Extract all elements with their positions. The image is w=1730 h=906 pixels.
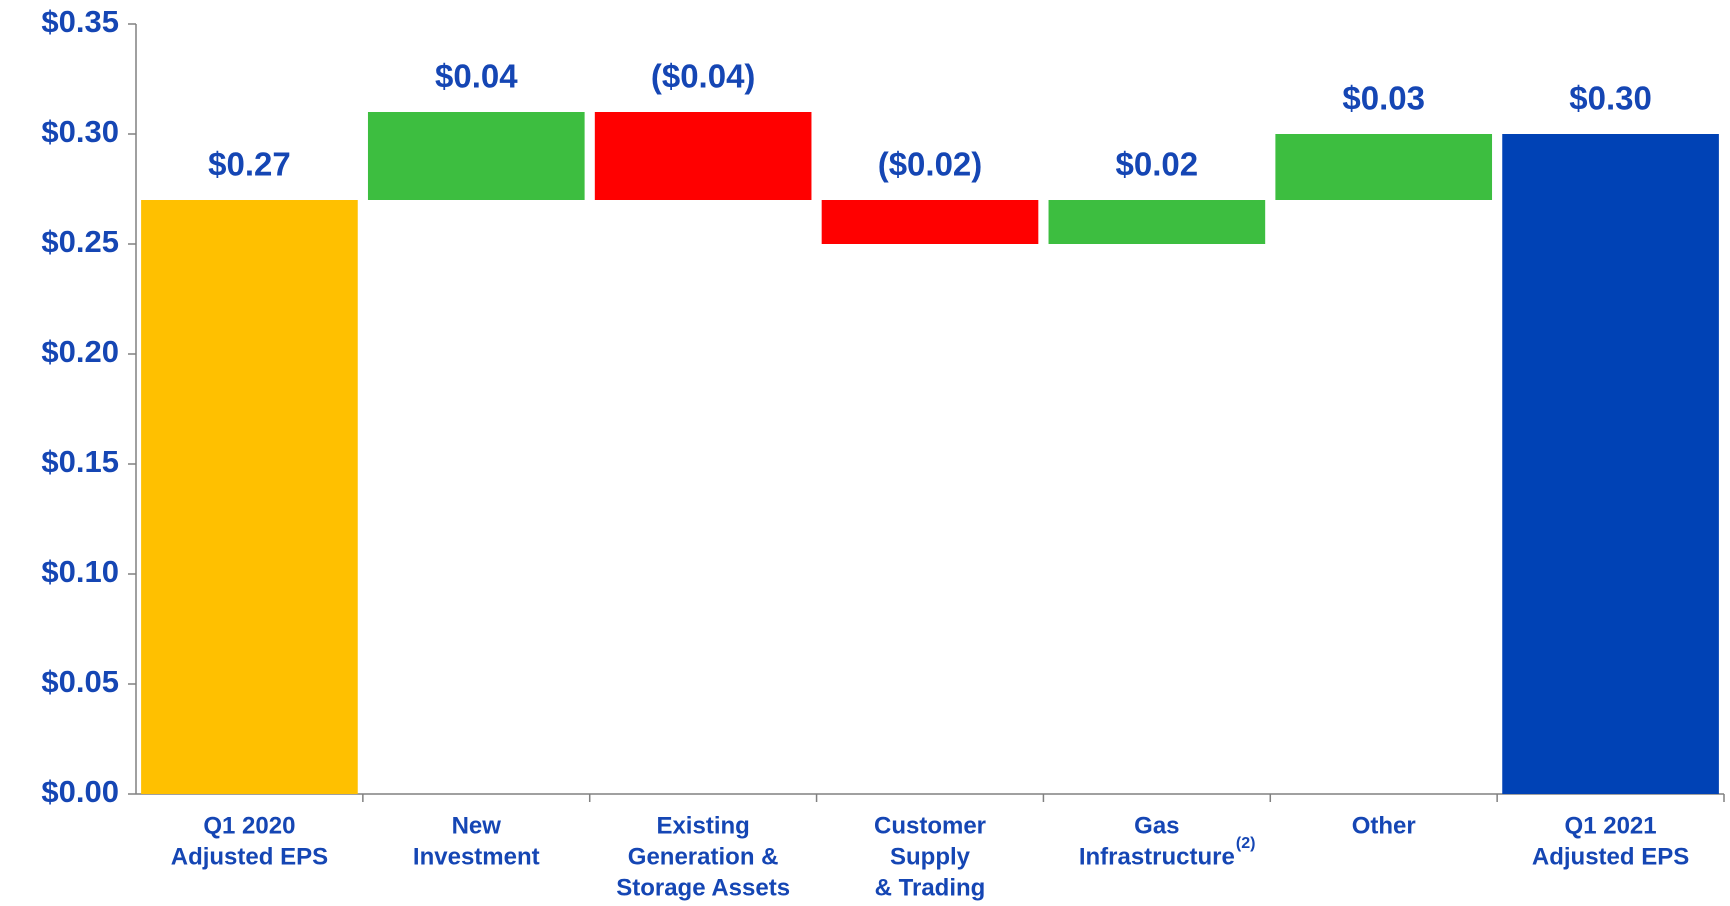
bar bbox=[141, 200, 358, 794]
bar bbox=[367, 112, 585, 200]
value-label: $0.27 bbox=[208, 146, 291, 183]
x-tick-label: Adjusted EPS bbox=[171, 843, 328, 870]
value-label: $0.30 bbox=[1569, 80, 1652, 117]
bar bbox=[1275, 134, 1493, 200]
x-tick-label: Q1 2021 bbox=[1565, 812, 1657, 839]
y-tick-label: $0.20 bbox=[41, 334, 119, 369]
y-tick-label: $0.10 bbox=[41, 554, 119, 589]
x-tick-label: Other bbox=[1352, 812, 1416, 839]
y-tick-label: $0.15 bbox=[41, 444, 119, 479]
footnote-mark: (2) bbox=[1236, 835, 1256, 852]
value-label: $0.04 bbox=[435, 58, 518, 95]
x-tick-label: Generation & bbox=[628, 843, 779, 870]
bar bbox=[594, 112, 812, 200]
y-tick-label: $0.30 bbox=[41, 114, 119, 149]
bar bbox=[1502, 134, 1719, 794]
x-tick-label: Storage Assets bbox=[616, 874, 790, 901]
x-tick-label: New bbox=[452, 812, 502, 839]
x-tick-label: Investment bbox=[413, 843, 540, 870]
x-tick-label: Adjusted EPS bbox=[1532, 843, 1689, 870]
x-tick-label: Supply bbox=[890, 843, 971, 870]
bar bbox=[821, 200, 1039, 244]
x-tick-label: Gas bbox=[1134, 812, 1179, 839]
y-tick-label: $0.25 bbox=[41, 224, 119, 259]
y-tick-label: $0.35 bbox=[41, 4, 119, 39]
bar bbox=[1048, 200, 1266, 244]
y-tick-label: $0.05 bbox=[41, 664, 119, 699]
value-label: $0.03 bbox=[1342, 80, 1425, 117]
value-label: ($0.04) bbox=[651, 58, 756, 95]
value-label: $0.02 bbox=[1116, 146, 1199, 183]
x-tick-label: & Trading bbox=[875, 874, 986, 901]
x-tick-label: Infrastructure bbox=[1079, 843, 1235, 870]
value-label: ($0.02) bbox=[878, 146, 983, 183]
x-tick-label: Q1 2020 bbox=[203, 812, 295, 839]
x-tick-label: Customer bbox=[874, 812, 986, 839]
x-tick-label: Existing bbox=[656, 812, 749, 839]
y-tick-label: $0.00 bbox=[41, 774, 119, 809]
